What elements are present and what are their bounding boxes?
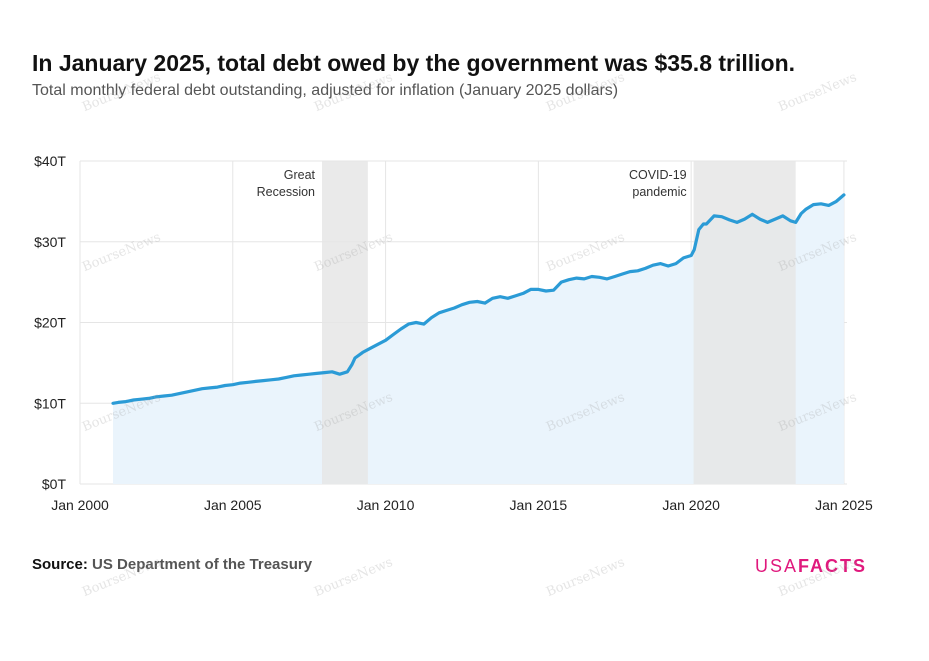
x-tick-label: Jan 2010	[357, 497, 415, 513]
period-label: Recession	[257, 185, 315, 199]
great-recession-band	[322, 161, 368, 484]
period-label: Great	[284, 168, 316, 182]
x-tick-label: Jan 2005	[204, 497, 262, 513]
x-tick-label: Jan 2020	[662, 497, 720, 513]
chart-title: In January 2025, total debt owed by the …	[32, 50, 796, 76]
source-label: Source:	[32, 556, 88, 573]
source-value: US Department of the Treasury	[92, 556, 313, 573]
logo-facts: FACTS	[798, 556, 868, 576]
chart-subtitle: Total monthly federal debt outstanding, …	[32, 82, 619, 99]
y-tick-label: $10T	[34, 395, 66, 411]
debt-series-line	[111, 193, 846, 405]
x-tick-label: Jan 2000	[51, 497, 109, 513]
area-fill	[113, 194, 844, 484]
x-tick-label: Jan 2015	[510, 497, 568, 513]
x-tick-label: Jan 2025	[815, 497, 873, 513]
source-note: Source: US Department of the Treasury	[32, 556, 312, 573]
covid-pandemic-band	[693, 161, 796, 484]
y-tick-label: $30T	[34, 234, 66, 250]
y-tick-label: $0T	[42, 476, 67, 492]
period-label: COVID-19	[629, 168, 687, 182]
y-tick-label: $40T	[34, 153, 66, 169]
period-label: pandemic	[632, 185, 686, 199]
logo-usa: USA	[755, 556, 799, 576]
usafacts-logo: USAFACTS	[755, 556, 867, 577]
y-tick-label: $20T	[34, 315, 66, 331]
